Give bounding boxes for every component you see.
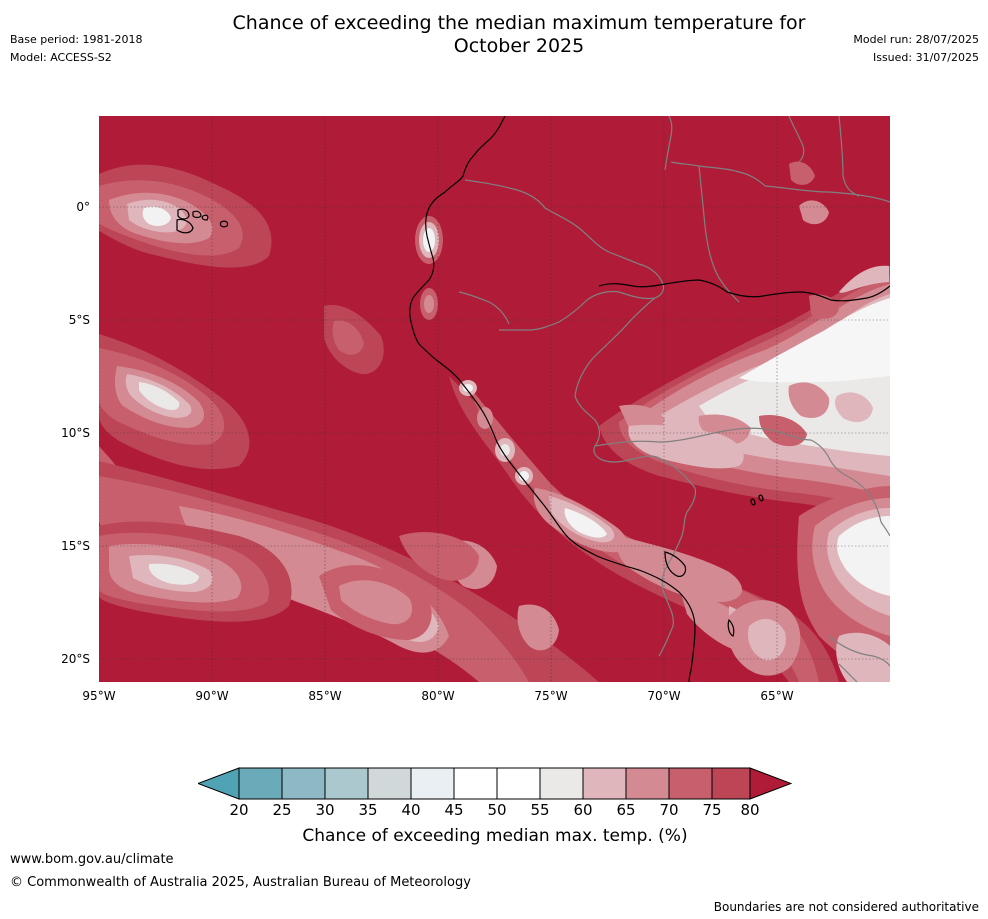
- lat-label-5s: 5°S: [68, 313, 90, 327]
- peru-coastal-chain: [449, 376, 839, 682]
- colorbar-bin-45-50: [453, 767, 498, 800]
- map-title: Chance of exceeding the median maximum t…: [194, 12, 844, 58]
- colorbar-bin-25-30: [281, 767, 326, 800]
- colorbar-tick-25: 25: [272, 801, 292, 819]
- boundaries-disclaimer: Boundaries are not considered authoritat…: [713, 900, 979, 914]
- base-period: Base period: 1981-2018: [10, 33, 143, 46]
- offshore-patch: [324, 305, 384, 375]
- graticule: [99, 116, 890, 682]
- colorbar-tick-55: 55: [530, 801, 550, 819]
- colorbar-bin-65-70: [625, 767, 670, 800]
- colorbar: [198, 767, 792, 800]
- colorbar-label: Chance of exceeding median max. temp. (%…: [302, 826, 688, 846]
- colorbar-bin-60-65: [582, 767, 627, 800]
- lat-label-10s: 10°S: [61, 426, 90, 440]
- colorbar-bin-70-75: [668, 767, 713, 800]
- amazon-region: [599, 161, 890, 536]
- colorbar-tick-65: 65: [616, 801, 636, 819]
- colorbar-tick-20: 20: [229, 801, 249, 819]
- lon-label-80w: 80°W: [421, 689, 455, 703]
- map-title-line1: Chance of exceeding the median maximum t…: [232, 12, 806, 34]
- galapagos-region: [99, 164, 272, 268]
- colorbar-bin-50-55: [496, 767, 541, 800]
- colorbar-bin-55-60: [539, 767, 584, 800]
- colorbar-tick-40: 40: [401, 801, 421, 819]
- colorbar-bin-40-45: [410, 767, 455, 800]
- colorbar-high-arrow: [749, 767, 792, 800]
- map-title-line2: October 2025: [453, 35, 585, 57]
- probability-map: [99, 116, 890, 682]
- southwest-region: [99, 521, 559, 651]
- colorbar-bin-30-35: [324, 767, 369, 800]
- bom-url-link[interactable]: www.bom.gov.au/climate: [10, 852, 174, 867]
- colorbar-bin-20-25: [238, 767, 283, 800]
- colorbar-tick-50: 50: [487, 801, 507, 819]
- copyright-text: © Commonwealth of Australia 2025, Austra…: [10, 875, 471, 890]
- probability-map-svg: [99, 116, 890, 682]
- header-right-meta: Model run: 28/07/2025 Issued: 31/07/2025: [853, 31, 979, 67]
- lon-label-65w: 65°W: [760, 689, 794, 703]
- colorbar-tick-45: 45: [444, 801, 464, 819]
- colorbar-bin-35-40: [367, 767, 412, 800]
- colorbar-tick-35: 35: [358, 801, 378, 819]
- ecuador-coastal-spot: [415, 216, 443, 320]
- colorbar-tick-75: 75: [702, 801, 722, 819]
- colorbar-tick-80: 80: [740, 801, 760, 819]
- lon-label-70w: 70°W: [647, 689, 681, 703]
- colorbar-bin-75-80: [711, 767, 751, 800]
- lon-label-75w: 75°W: [534, 689, 568, 703]
- model-run-date: Model run: 28/07/2025: [853, 33, 979, 46]
- colorbar-low-arrow: [198, 767, 240, 800]
- model-name: Model: ACCESS-S2: [10, 51, 112, 64]
- country-borders: [458, 116, 890, 682]
- lat-label-15s: 15°S: [61, 539, 90, 553]
- colorbar-tick-60: 60: [573, 801, 593, 819]
- lat-label-20s: 20°S: [61, 652, 90, 666]
- southeast-region: [727, 486, 890, 682]
- colorbar-tick-70: 70: [659, 801, 679, 819]
- colorbar-tick-30: 30: [315, 801, 335, 819]
- coastlines: [176, 116, 890, 682]
- issued-date: Issued: 31/07/2025: [872, 51, 979, 64]
- lon-label-85w: 85°W: [308, 689, 342, 703]
- lon-label-95w: 95°W: [82, 689, 116, 703]
- lon-label-90w: 90°W: [195, 689, 229, 703]
- header-left-meta: Base period: 1981-2018 Model: ACCESS-S2: [10, 31, 142, 67]
- lat-label-0: 0°: [76, 200, 90, 214]
